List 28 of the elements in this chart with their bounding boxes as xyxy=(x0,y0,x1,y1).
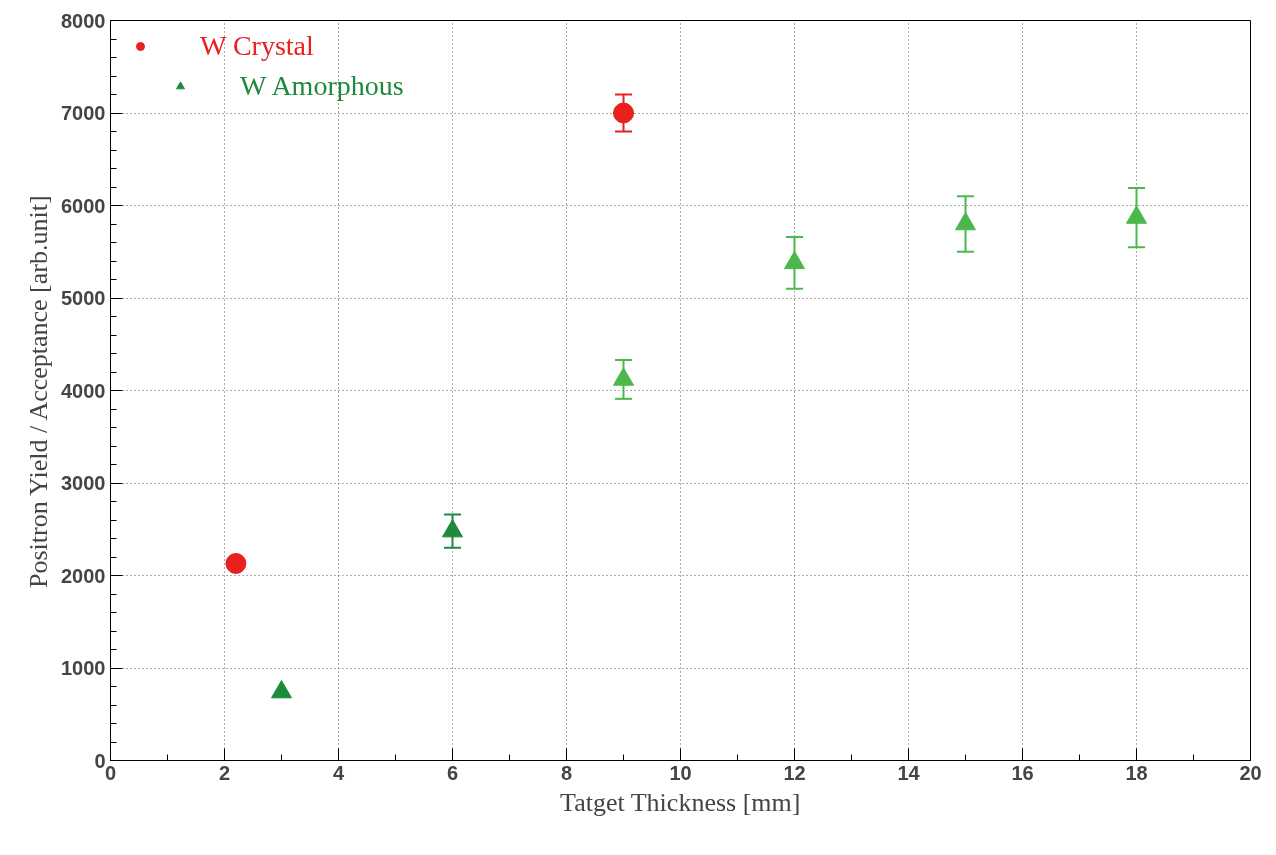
y-tick-label: 3000 xyxy=(61,472,106,494)
x-axis-title: Tatget Thickness [mm] xyxy=(560,787,801,817)
point xyxy=(1126,205,1147,224)
x-tick-label: 2 xyxy=(218,761,231,784)
x-tick-label: 4 xyxy=(332,761,345,784)
point xyxy=(784,250,805,270)
y-tick-label: 5000 xyxy=(61,287,106,309)
y-tick-label: 7000 xyxy=(61,102,106,124)
legend-label: W Crystal xyxy=(200,30,314,62)
x-tick-label: 10 xyxy=(669,761,692,784)
x-tick-label: 16 xyxy=(1011,761,1034,784)
point xyxy=(613,367,634,386)
point xyxy=(271,680,292,699)
y-tick-label: 2000 xyxy=(61,564,106,587)
point xyxy=(955,211,976,231)
point xyxy=(442,519,463,538)
x-tick-label: 14 xyxy=(897,761,921,784)
legend-label: W Amorphous xyxy=(240,70,404,102)
y-tick-label: 6000 xyxy=(61,194,106,217)
x-tick-label: 6 xyxy=(446,761,459,784)
y-tick-label: 8000 xyxy=(61,9,106,32)
y-tick-label: 4000 xyxy=(61,379,106,402)
x-tick-label: 20 xyxy=(1239,761,1262,784)
x-tick-label: 8 xyxy=(560,761,573,784)
x-tick-label: 18 xyxy=(1125,761,1148,784)
y-axis-title: Positron Yield / Acceptance [arb.unit] xyxy=(24,195,54,588)
y-tick-label: 1000 xyxy=(61,657,106,679)
x-tick-label: 12 xyxy=(783,761,806,784)
